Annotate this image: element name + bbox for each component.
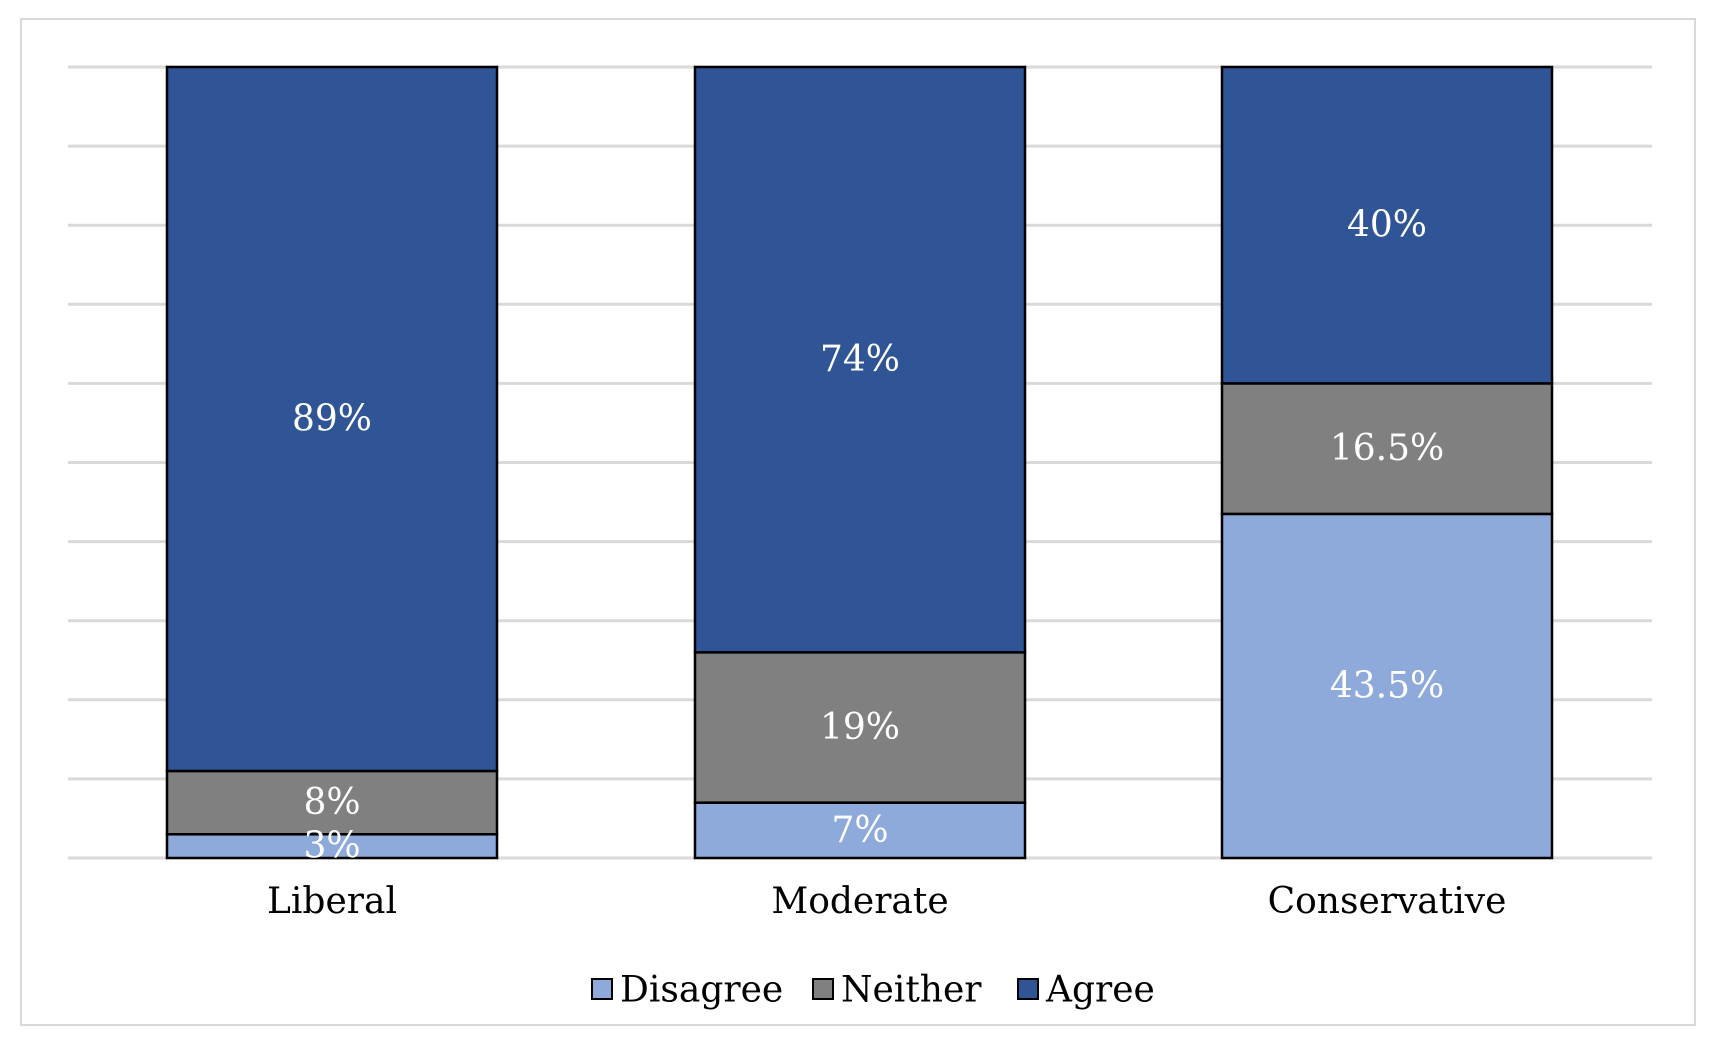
bar-segment-agree-liberal xyxy=(165,65,499,773)
data-label: 74% xyxy=(820,339,900,380)
legend-item-neither: Neither xyxy=(812,970,982,1011)
legend-label: Agree xyxy=(1045,970,1155,1011)
legend-label: Disagree xyxy=(620,970,783,1011)
data-label: 43.5% xyxy=(1330,665,1444,706)
data-label: 16.5% xyxy=(1330,428,1444,469)
data-label: 8% xyxy=(303,782,360,823)
bar-segment-neither-moderate xyxy=(693,651,1027,804)
bar-segment-agree-moderate xyxy=(693,65,1027,654)
data-label: 19% xyxy=(820,707,900,748)
legend-item-agree: Agree xyxy=(1017,970,1155,1011)
legend-swatch xyxy=(1017,978,1039,1000)
bar-segment-neither-liberal xyxy=(165,769,499,836)
data-label: 89% xyxy=(292,398,372,439)
legend-item-disagree: Disagree xyxy=(591,970,783,1011)
category-label: Moderate xyxy=(771,881,948,922)
data-label: 40% xyxy=(1347,205,1427,246)
legend-swatch xyxy=(591,978,613,1000)
category-labels: Liberal Moderate Conservative xyxy=(267,881,1506,922)
data-label: 3% xyxy=(303,826,360,867)
category-label: Conservative xyxy=(1268,881,1507,922)
category-label: Liberal xyxy=(267,881,397,922)
bar-segment-disagree-conservative xyxy=(1220,512,1554,860)
data-labels: 3%8% 89% 7% 19% 74% 43.5% 16.5% 40% xyxy=(292,205,1444,867)
bar-segment-disagree-moderate xyxy=(693,801,1027,860)
data-label: 7% xyxy=(831,810,888,851)
legend-swatch xyxy=(812,978,834,1000)
legend: Disagree Neither Agree xyxy=(591,970,1155,1011)
bars xyxy=(165,65,1554,860)
bar-segment-agree-conservative xyxy=(1220,65,1554,385)
legend-label: Neither xyxy=(841,970,982,1011)
bar-segment-neither-conservative xyxy=(1220,382,1554,516)
